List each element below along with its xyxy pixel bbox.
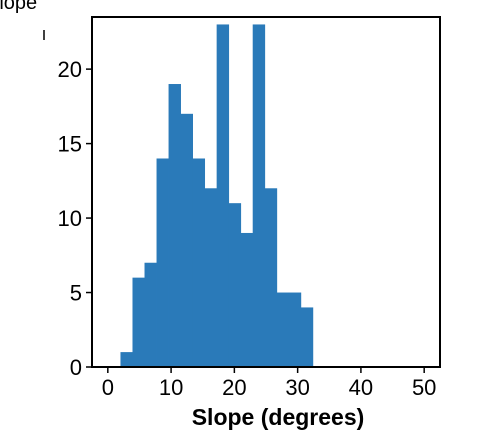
histogram-bar [228,203,242,367]
x-tick-label: 50 [412,375,436,400]
axis-ticks: 0 10 20 30 40 50 0 5 10 15 20 [43,30,436,400]
histogram-bar [276,292,290,367]
histogram-bar [180,113,193,367]
x-axis-label: Slope (degrees) [192,404,365,430]
histogram-bar [252,24,266,367]
x-tick-label: 20 [222,375,246,400]
cut-off-title-fragment: Slope [0,0,37,14]
histogram-bar [168,84,181,368]
histogram-bar [204,188,218,367]
x-tick-label: 10 [159,375,183,400]
histogram-bar [132,277,145,367]
plot-frame [91,16,441,368]
x-tick-label: 0 [102,375,114,400]
histogram-bar [216,24,230,367]
histogram-bars [120,24,314,368]
y-tick-label: 5 [70,281,82,306]
histogram-bar [300,307,314,367]
histogram-bar [192,158,206,367]
histogram-bar [240,232,254,367]
y-tick-label: 20 [58,57,82,82]
y-tick-label: 10 [58,206,82,231]
histogram-bar [156,158,169,367]
x-tick-label: 30 [285,375,309,400]
histogram-bar [144,262,157,367]
x-tick-label: 40 [349,375,373,400]
y-tick-label: 15 [58,132,82,157]
histogram-bar [288,292,302,367]
histogram-bar [264,188,278,367]
y-tick-label: 0 [70,355,82,380]
histogram-bar [120,352,133,367]
